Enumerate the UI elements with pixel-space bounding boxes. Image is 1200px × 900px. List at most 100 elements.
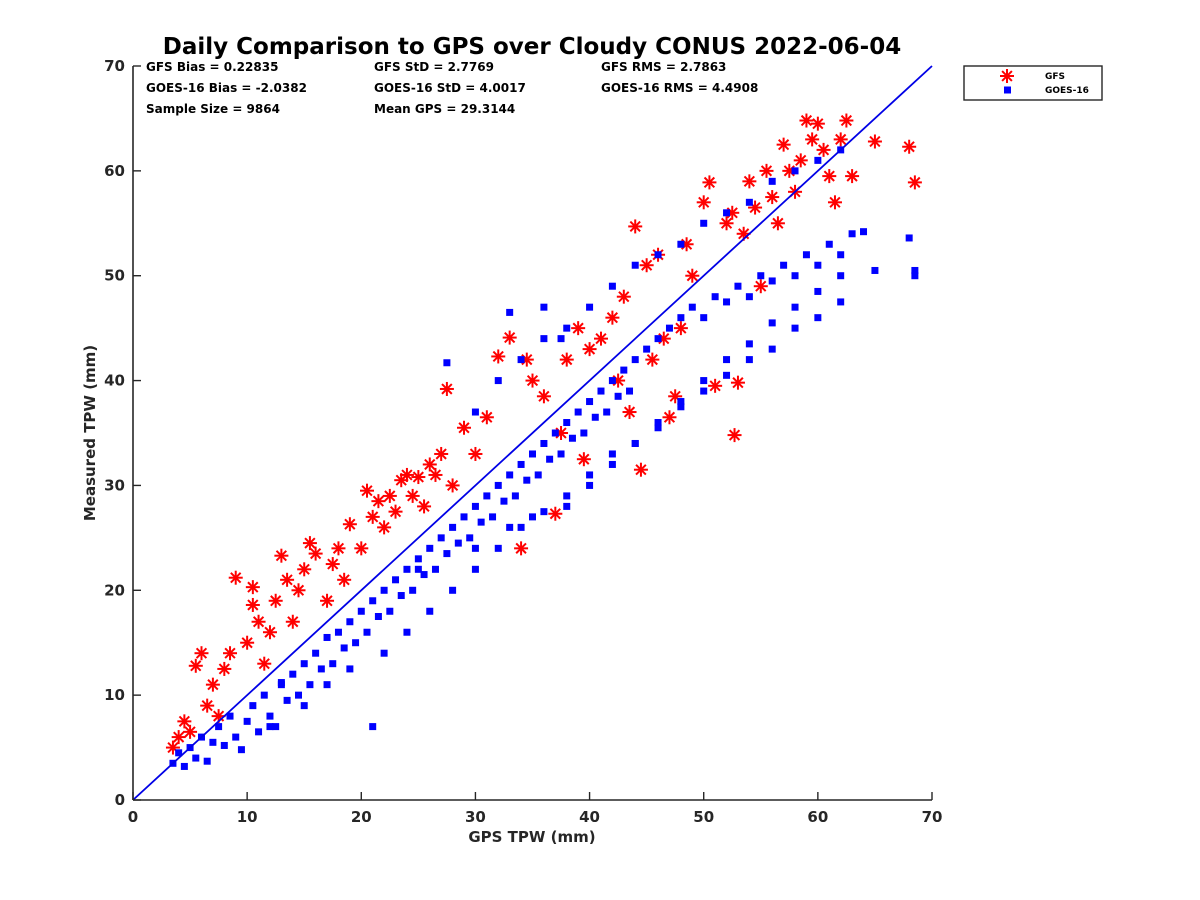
goes16-point bbox=[477, 518, 485, 526]
gfs-point bbox=[479, 410, 494, 425]
goes16-point bbox=[614, 392, 622, 400]
goes16-point bbox=[540, 439, 548, 447]
goes16-point bbox=[677, 240, 685, 248]
gfs-point-stroke bbox=[338, 574, 350, 586]
goes16-point bbox=[608, 377, 616, 385]
gfs-point-stroke bbox=[412, 471, 424, 483]
goes16-point bbox=[494, 481, 502, 489]
gfs-point-stroke bbox=[281, 574, 293, 586]
gfs-point bbox=[622, 405, 637, 420]
goes16-point bbox=[500, 497, 508, 505]
gfs-point bbox=[331, 541, 346, 556]
goes16-point bbox=[608, 460, 616, 468]
gfs-point-stroke bbox=[635, 464, 647, 476]
gfs-point-stroke bbox=[669, 390, 681, 402]
gfs-point-stroke bbox=[618, 291, 630, 303]
gfs-point bbox=[742, 174, 757, 189]
goes16-point bbox=[511, 492, 519, 500]
goes16-point bbox=[631, 439, 639, 447]
goes16-point bbox=[837, 251, 845, 259]
gfs-point bbox=[377, 520, 392, 535]
gfs-point bbox=[411, 470, 426, 485]
goes16-point bbox=[420, 571, 428, 579]
goes16-point bbox=[529, 450, 536, 458]
x-tick-label: 40 bbox=[579, 808, 600, 826]
gfs-point bbox=[342, 517, 357, 532]
goes16-point bbox=[426, 544, 434, 552]
goes16-point bbox=[757, 272, 765, 280]
gfs-point-stroke bbox=[195, 647, 208, 659]
gfs-point bbox=[816, 142, 831, 157]
goes16-point bbox=[506, 471, 514, 479]
goes16-point bbox=[814, 156, 822, 164]
gfs-point bbox=[822, 169, 837, 184]
goes16-point bbox=[266, 723, 274, 731]
gfs-point-stroke bbox=[389, 506, 402, 518]
goes16-point bbox=[711, 293, 719, 301]
goes16-point bbox=[517, 356, 525, 364]
goes16-point bbox=[243, 717, 251, 725]
gfs-point-stroke bbox=[207, 679, 219, 691]
goes16-point bbox=[734, 282, 742, 290]
gfs-point-stroke bbox=[698, 196, 710, 208]
goes16-point bbox=[283, 696, 291, 704]
gfs-point bbox=[439, 381, 454, 396]
series-goes16 bbox=[169, 146, 919, 770]
gfs-point bbox=[765, 190, 780, 205]
gfs-point bbox=[548, 506, 563, 521]
gfs-point bbox=[696, 195, 711, 210]
goes16-point bbox=[608, 450, 616, 458]
gfs-point-stroke bbox=[778, 139, 790, 151]
gfs-point-stroke bbox=[287, 616, 299, 628]
gfs-point bbox=[685, 268, 700, 283]
gfs-point bbox=[428, 467, 443, 482]
goes16-point bbox=[723, 371, 731, 379]
goes16-point bbox=[346, 665, 354, 673]
gfs-point-stroke bbox=[378, 521, 390, 533]
gfs-point-stroke bbox=[561, 353, 573, 366]
gfs-point bbox=[593, 331, 608, 346]
goes16-point bbox=[403, 628, 411, 636]
gfs-point bbox=[268, 593, 283, 608]
goes16-point bbox=[911, 266, 919, 274]
gfs-point bbox=[668, 389, 683, 404]
goes16-point bbox=[460, 513, 468, 521]
goes16-point bbox=[523, 476, 531, 484]
gfs-point-stroke bbox=[903, 141, 915, 153]
goes16-point bbox=[723, 209, 731, 217]
goes16-point bbox=[791, 272, 799, 280]
goes16-point bbox=[540, 508, 548, 516]
gfs-point-stroke bbox=[201, 700, 213, 712]
goes16-point bbox=[768, 345, 776, 353]
goes16-point bbox=[580, 429, 588, 437]
gfs-point-stroke bbox=[629, 220, 641, 233]
gfs-point-stroke bbox=[469, 448, 482, 460]
gfs-point-stroke bbox=[230, 572, 242, 584]
gfs-point-stroke bbox=[795, 154, 807, 166]
goes16-point bbox=[483, 492, 491, 500]
gfs-point-stroke bbox=[728, 429, 741, 441]
goes16-point bbox=[437, 534, 445, 542]
gfs-point-stroke bbox=[178, 715, 190, 727]
goes16-point bbox=[369, 597, 377, 605]
gfs-point-stroke bbox=[646, 353, 658, 366]
goes16-point bbox=[591, 413, 599, 421]
goes16-point bbox=[426, 607, 434, 615]
gfs-point bbox=[867, 134, 882, 149]
goes16-point bbox=[255, 728, 263, 736]
gfs-point bbox=[205, 677, 220, 692]
goes16-point bbox=[643, 345, 651, 353]
gfs-point bbox=[576, 452, 591, 467]
gfs-point bbox=[245, 597, 260, 612]
stat-text: GFS RMS = 2.7863 bbox=[601, 60, 726, 74]
gfs-point bbox=[730, 375, 745, 390]
legend-label-gfs: GFS bbox=[1045, 72, 1065, 82]
goes16-point bbox=[346, 618, 354, 626]
gfs-point bbox=[274, 548, 289, 563]
gfs-point bbox=[337, 572, 352, 587]
goes16-point bbox=[814, 287, 822, 295]
goes16-point bbox=[848, 230, 856, 238]
gfs-point-stroke bbox=[167, 741, 179, 754]
gfs-point-stroke bbox=[675, 322, 687, 334]
